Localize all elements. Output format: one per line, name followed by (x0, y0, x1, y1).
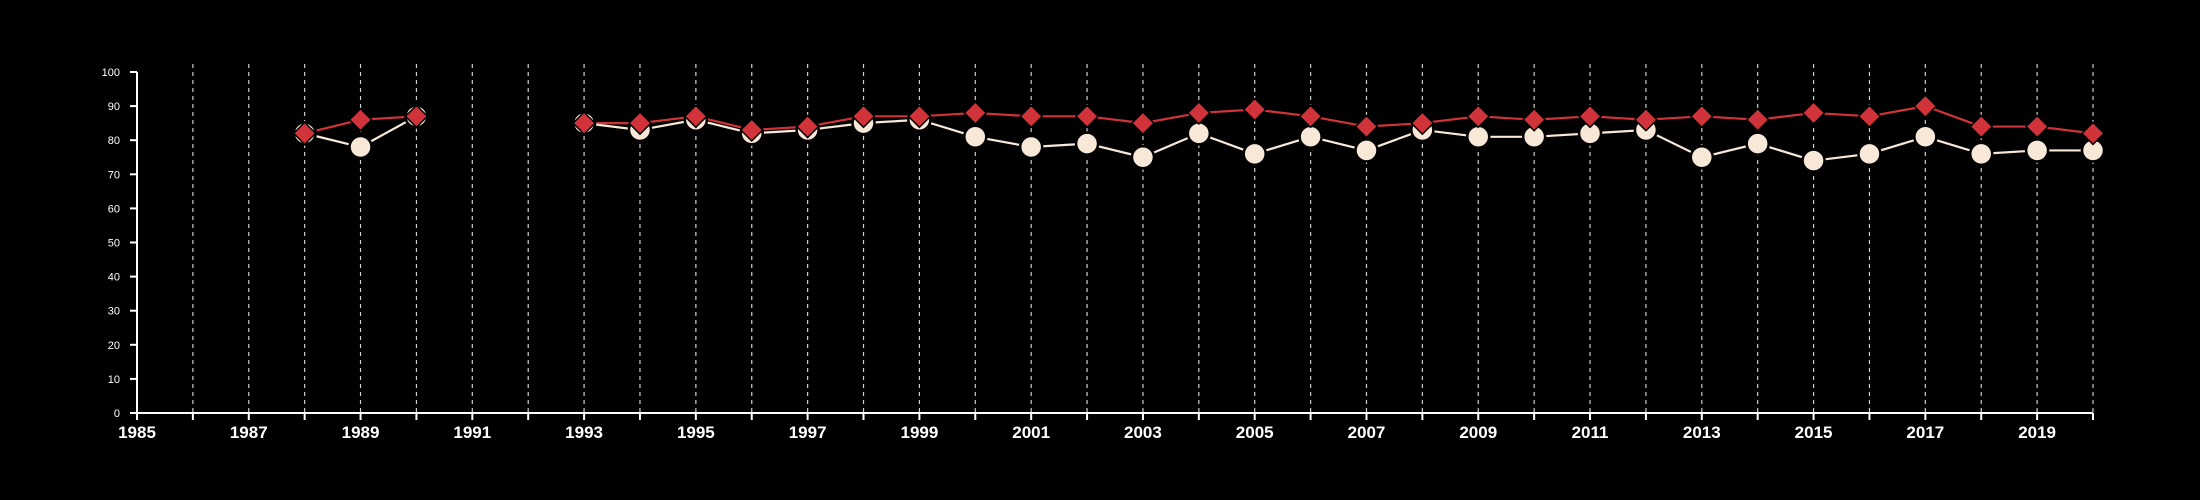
x-tick-label: 2011 (1572, 423, 1609, 442)
series-1-point (1689, 145, 1715, 170)
series-0-point (1130, 111, 1156, 136)
series-0-point (1410, 111, 1435, 136)
x-tick-label: 2015 (1795, 423, 1833, 442)
series-0-point (2025, 114, 2050, 139)
series-0-segment (1924, 105, 1982, 128)
x-tick-label: 2005 (1236, 423, 1274, 442)
series-0-point (627, 111, 653, 136)
x-tick-label: 1985 (118, 423, 156, 442)
series-0-point (1466, 104, 1491, 129)
series-0-point (907, 104, 932, 129)
series-0-markers (292, 94, 2106, 146)
y-tick-label: 80 (108, 135, 120, 147)
x-tick-label: 1999 (900, 423, 938, 442)
y-tick-label: 30 (108, 306, 120, 318)
series-0-point (348, 107, 373, 132)
series-0-point (1969, 114, 1994, 139)
series-0-point (683, 104, 708, 129)
series-0-point (1522, 107, 1547, 132)
series-0-point (1745, 107, 1770, 132)
series-0-point (1354, 114, 1379, 139)
series-0-point (1242, 97, 1267, 122)
series-0-point (795, 114, 820, 139)
x-tick-label: 2007 (1348, 423, 1386, 442)
x-tick-label: 1989 (342, 423, 380, 442)
series-0-point (739, 117, 764, 143)
series-1-point (1130, 145, 1156, 170)
x-tick-label: 2013 (1683, 423, 1721, 442)
series-1-point (1242, 141, 1267, 167)
series-1-point (1801, 148, 1826, 173)
series-0-point (404, 104, 429, 129)
series-1-point (1354, 138, 1379, 163)
y-tick-label: 100 (102, 67, 120, 79)
series-0-point (1913, 94, 1938, 119)
series-0-point (1689, 104, 1714, 129)
series-1-point (2024, 138, 2050, 163)
y-tick-label: 70 (108, 169, 120, 181)
series-1-point (963, 124, 988, 150)
x-tick-label: 1987 (230, 423, 268, 442)
y-tick-label: 0 (114, 408, 120, 420)
series-0-point (1577, 104, 1603, 129)
x-tick-label: 2009 (1459, 423, 1497, 442)
series-1-point (1074, 131, 1100, 156)
series-layer (292, 94, 2106, 173)
series-1-point (1018, 134, 1044, 160)
x-tick-label: 2017 (1906, 423, 1944, 442)
x-tick-label: 2001 (1012, 423, 1050, 442)
series-0-point (2080, 121, 2106, 146)
series-1-point (1913, 124, 1938, 150)
x-tick-label: 2003 (1124, 423, 1162, 442)
series-0-point (1186, 100, 1211, 125)
x-tick-label: 1991 (453, 423, 491, 442)
series-1-point (1968, 141, 1994, 167)
series-0-point (963, 100, 988, 125)
series-0-point (851, 104, 876, 129)
axes-layer: 0 10 20 30 40 50 60 70 80 90 100 1985 1987 1989 1991 19… (102, 67, 2094, 442)
x-tick-label: 2019 (2018, 423, 2056, 442)
series-0-point (1633, 107, 1658, 132)
series-0-point (1857, 104, 1882, 129)
x-tick-label: 1997 (789, 423, 827, 442)
series-1-point (348, 134, 373, 160)
y-tick-label: 40 (108, 272, 120, 284)
x-tick-label: 1995 (677, 423, 715, 442)
y-tick-label: 20 (108, 340, 120, 352)
series-0-point (572, 111, 597, 136)
series-0-point (1298, 104, 1323, 129)
series-0-point (1801, 100, 1826, 125)
series-0-point (1019, 104, 1044, 129)
y-tick-label: 60 (108, 203, 120, 215)
y-tick-label: 10 (108, 374, 120, 386)
series-1-point (1745, 131, 1770, 156)
y-tick-label: 50 (108, 238, 120, 250)
x-tick-label: 1993 (565, 423, 603, 442)
y-tick-label: 90 (108, 101, 120, 113)
series-1-point (1466, 124, 1491, 150)
series-1-point (1857, 141, 1882, 167)
series-0-point (292, 121, 317, 146)
series-1-point (1298, 124, 1323, 150)
series-0-point (1074, 104, 1100, 129)
series-1-point (1186, 121, 1212, 146)
